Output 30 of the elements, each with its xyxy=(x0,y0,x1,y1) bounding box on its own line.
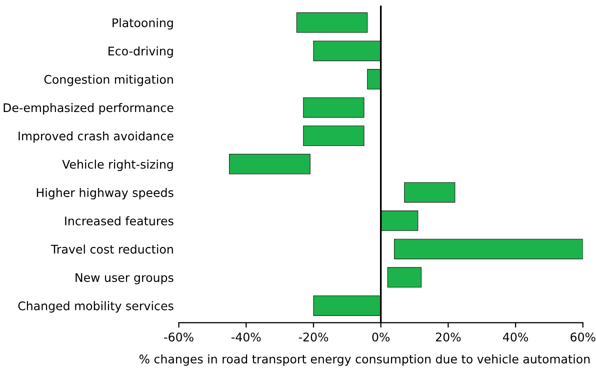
y-tick-label: Changed mobility services xyxy=(18,301,174,313)
y-tick-label: De-emphasized performance xyxy=(4,103,174,114)
y-tick-label: Vehicle right-sizing xyxy=(62,160,173,172)
bar xyxy=(404,182,456,203)
y-tick-label: Platooning xyxy=(112,18,173,30)
bar xyxy=(313,295,382,316)
y-tick-label: Eco-driving xyxy=(108,46,173,58)
x-tick-label: 40% xyxy=(503,332,528,342)
bar xyxy=(296,12,368,33)
x-tick-label: 60% xyxy=(570,332,596,342)
bar xyxy=(367,69,382,90)
x-axis-title: % changes in road transport energy consumption due to vehicle automation xyxy=(139,354,590,366)
bar xyxy=(303,97,364,118)
x-tick-label: 20% xyxy=(436,332,461,342)
x-tick-label: -60% xyxy=(164,332,194,342)
x-tick-label: -20% xyxy=(298,332,328,342)
bar xyxy=(303,126,364,146)
y-tick-label: Improved crash avoidance xyxy=(18,131,174,143)
bar xyxy=(313,40,382,62)
y-tick-label: New user groups xyxy=(76,273,174,284)
bar xyxy=(387,267,422,288)
y-tick-label: Travel cost reduction xyxy=(50,244,173,254)
bar xyxy=(394,238,583,260)
y-tick-label: Increased features xyxy=(65,216,174,226)
y-tick-label: Congestion mitigation xyxy=(44,74,173,86)
x-tick-label: -40% xyxy=(231,332,261,342)
bar xyxy=(380,210,418,231)
y-tick-label: Higher highway speeds xyxy=(36,188,174,200)
bar xyxy=(229,154,310,174)
x-tick-label: 0% xyxy=(372,332,390,342)
